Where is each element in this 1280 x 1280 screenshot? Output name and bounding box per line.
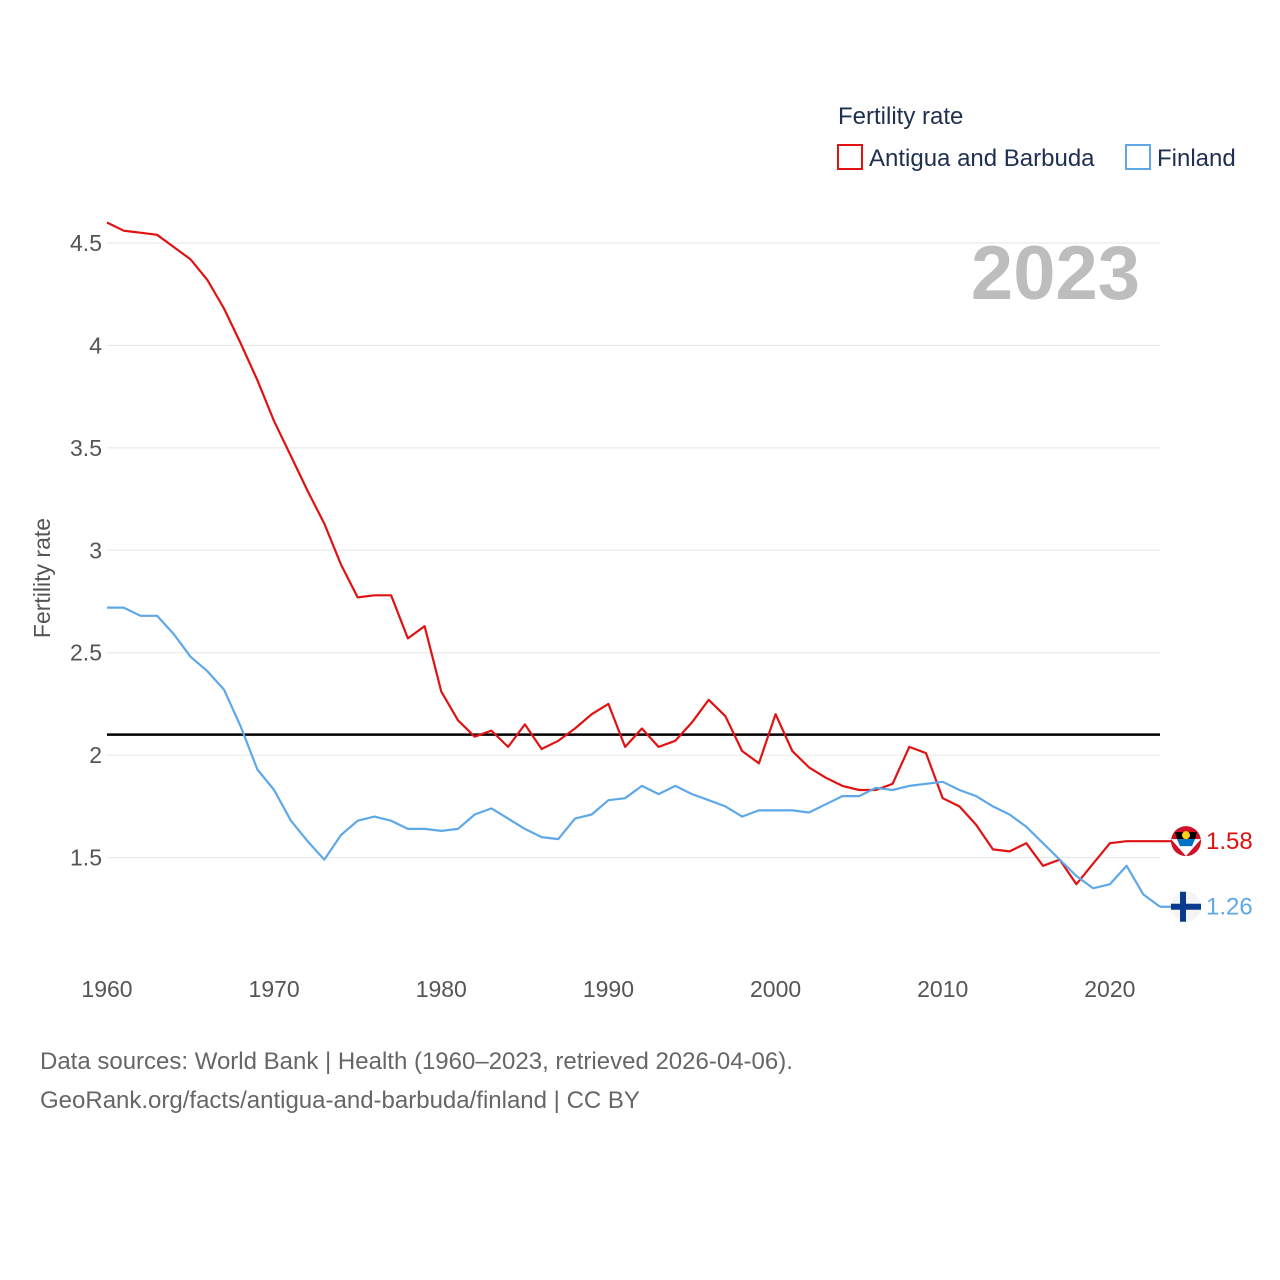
x-tick-label: 1980 bbox=[416, 976, 467, 1002]
x-tick-label: 1960 bbox=[81, 976, 132, 1002]
legend-item-finland[interactable]: Finland bbox=[1125, 144, 1236, 172]
series-group bbox=[106, 221, 1161, 908]
y-axis-title: Fertility rate bbox=[29, 518, 55, 638]
flag-blue bbox=[1177, 839, 1195, 847]
y-tick-label: 2.5 bbox=[70, 640, 102, 666]
x-tick-label: 2020 bbox=[1084, 976, 1135, 1002]
year-label: 2023 bbox=[971, 231, 1140, 316]
source-line-2[interactable]: GeoRank.org/facts/antigua-and-barbuda/fi… bbox=[40, 1087, 640, 1114]
legend-title: Fertility rate bbox=[838, 103, 963, 130]
legend-swatch-finland bbox=[1125, 144, 1151, 170]
series-end-label: 1.58 bbox=[1206, 828, 1253, 855]
series-line-finland[interactable] bbox=[107, 606, 1161, 908]
x-tick-label: 2010 bbox=[917, 976, 968, 1002]
y-tick-label: 3 bbox=[89, 537, 102, 563]
y-tick-label: 3.5 bbox=[70, 435, 102, 461]
legend-item-antigua[interactable]: Antigua and Barbuda bbox=[837, 144, 1095, 172]
y-tick-label: 2 bbox=[89, 742, 102, 768]
y-tick-label: 4.5 bbox=[70, 230, 102, 256]
x-tick-label: 2000 bbox=[750, 976, 801, 1002]
x-axis-ticks: 1960 1970 1980 1990 2000 2010 2020 bbox=[81, 976, 1135, 1002]
series-line-antigua-and-barbuda[interactable] bbox=[106, 221, 1160, 886]
x-tick-label: 1990 bbox=[583, 976, 634, 1002]
source-line-1: Data sources: World Bank | Health (1960–… bbox=[40, 1048, 793, 1075]
series-end-label: 1.26 bbox=[1206, 894, 1253, 921]
y-tick-label: 4 bbox=[89, 332, 102, 358]
legend-label-antigua: Antigua and Barbuda bbox=[869, 145, 1095, 172]
y-tick-label: 1.5 bbox=[70, 845, 102, 871]
flag-cross-v bbox=[1180, 891, 1186, 922]
x-tick-label: 1970 bbox=[249, 976, 300, 1002]
legend-label-finland: Finland bbox=[1157, 145, 1236, 172]
end-markers: 1.58 1.26 bbox=[1160, 826, 1253, 922]
flag-sun bbox=[1182, 831, 1190, 840]
finland-flag-icon bbox=[1171, 891, 1201, 922]
flag-white bbox=[1171, 839, 1201, 857]
antigua-flag-icon bbox=[1171, 826, 1201, 857]
gridlines bbox=[107, 242, 1160, 859]
y-axis-ticks: 1.5 2 2.5 3 3.5 4 4.5 bbox=[70, 230, 102, 871]
legend-swatch-antigua bbox=[837, 144, 863, 170]
